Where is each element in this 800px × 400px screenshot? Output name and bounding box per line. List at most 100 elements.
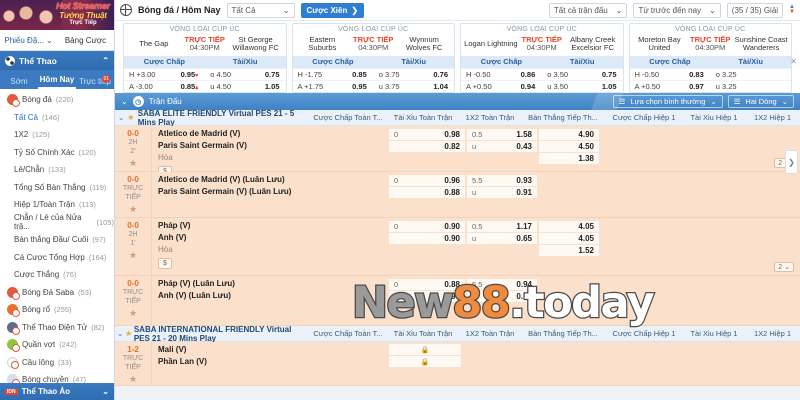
odds-cell[interactable]: 0 0.88: [389, 278, 465, 290]
sidebar-item-le-chan[interactable]: Lẻ/Chẵn (133): [0, 161, 114, 179]
parlay-button[interactable]: Cược Xiên ❯: [300, 2, 365, 18]
filter-all-select[interactable]: Tất Cả ⌄: [226, 2, 295, 18]
odds-cell[interactable]: u 0.90: [467, 290, 537, 302]
odds-cell[interactable]: u 0.91: [467, 186, 537, 198]
card-handicap-odds: 0.95: [180, 69, 196, 79]
odds-cell[interactable]: 0.88: [389, 186, 465, 198]
sidebar-item-cuoc-thang[interactable]: Cược Thắng (76): [0, 266, 114, 284]
match-card[interactable]: VÒNG LOẠI CÚP ÚC Moreton Bay United TRỰC…: [628, 23, 792, 93]
favorite-star-icon[interactable]: ★: [128, 158, 138, 168]
odds-cell[interactable]: 4.05: [539, 220, 599, 232]
sidebar-item-bong-da-saba[interactable]: Bóng Đá Saba (53): [0, 284, 114, 302]
sort-updown-icon[interactable]: ▲ ▼: [789, 4, 795, 15]
odds-count-select[interactable]: 2 ⌄: [774, 262, 794, 272]
card-odds-row[interactable]: H +3.00 0.95▾ o 4.50 0.75: [124, 67, 286, 80]
odds-cell[interactable]: 4.05: [539, 232, 599, 244]
card-handicap-line: A +0.50: [634, 81, 661, 91]
match-filter-select[interactable]: Tất cả trận đấu ⌄: [548, 2, 628, 18]
sidebar-item-hiep-1-toan-tran[interactable]: Hiệp 1/Toàn Trận (113): [0, 196, 114, 214]
card-odds-row[interactable]: H -0.50 0.86 o 3.50 0.75: [461, 67, 623, 80]
odds-cell[interactable]: 5.5 0.94: [467, 278, 537, 290]
tab-som[interactable]: Sớm: [0, 77, 38, 89]
table-row[interactable]: 0-0 2H 1' ★ Pháp (V) Anh (V) Hòa $ 0 0.90…: [115, 218, 800, 276]
odds-cell[interactable]: 0.90: [389, 232, 465, 244]
card-odds-row[interactable]: A +1.75 0.95 u 3.75 1.04: [292, 79, 454, 92]
table-row[interactable]: 0-0 2H 2' ★ Atletico de Madrid (V) Paris…: [115, 126, 800, 177]
sidebar-item-ban-thang-dau-cuoi[interactable]: Bàn thắng Đầu/ Cuối (97): [0, 231, 114, 249]
odds-cell[interactable]: u 0.43: [467, 140, 537, 152]
league-header-row[interactable]: ⌄ ★ SABA ELITE FRIENDLY Virtual PES 21 -…: [115, 109, 800, 127]
sidebar-item-chan-le-nua-tran[interactable]: Chẵn / Lẻ của Nửa trậ... (105): [0, 213, 114, 231]
card-over-line: o 3.75: [378, 69, 400, 79]
sidebar-item-1x2[interactable]: 1X2 (125): [0, 126, 114, 144]
odds-cell[interactable]: 0.82: [389, 140, 465, 152]
tab-truc-tiep[interactable]: Trực tiếp 91: [76, 76, 114, 89]
promo-banner[interactable]: Hot Streamer Tường Thuật Trực Tiếp: [0, 0, 114, 30]
favorite-star-icon[interactable]: ★: [128, 204, 138, 214]
odds-cell[interactable]: 0 0.96: [389, 174, 465, 186]
odds-cell[interactable]: 0 0.90: [389, 220, 465, 232]
card-odds-row[interactable]: A -3.00 0.85▴ u 4.50 1.05: [124, 79, 286, 92]
league-header-row[interactable]: ⌄ ★ SABA INTERNATIONAL FRIENDLY Virtual …: [115, 325, 800, 343]
carousel-next-button[interactable]: ❯: [785, 150, 798, 174]
chevron-down-icon[interactable]: ⌄: [121, 97, 128, 106]
table-row[interactable]: 1-2 TRỰC TIẾP ★ Mali (V) Phần Lan (V) 🔒 …: [115, 342, 800, 386]
match-card[interactable]: VÒNG LOẠI CÚP ÚC Logan Lightning TRỰC TI…: [460, 23, 624, 93]
match-card[interactable]: VÒNG LOẠI CÚP ÚC The Gap TRỰC TIẾP 04:30…: [123, 23, 287, 93]
tab-hom-nay[interactable]: Hôm Nay: [38, 75, 76, 89]
handicap-away-odds: 0.88: [444, 187, 460, 197]
favorite-star-icon[interactable]: ★: [127, 113, 135, 122]
sidebar-item-the-thao-dien-tu[interactable]: Thể Thao Điện Tử (82): [0, 319, 114, 337]
odds-cell[interactable]: 5.5 0.93: [467, 174, 537, 186]
sports-header[interactable]: Thể Thao ⌃: [0, 51, 114, 70]
favorite-star-icon[interactable]: ★: [128, 308, 138, 318]
odds-cell[interactable]: 4.50: [539, 140, 599, 152]
odds-handicap-ft: 🔒 🔒: [389, 342, 467, 385]
chevron-up-icon[interactable]: ⌃: [102, 56, 109, 65]
sidebar-item-cau-long[interactable]: Cầu lông (33): [0, 354, 114, 372]
odds-cell[interactable]: 0.5 1.58: [467, 128, 537, 140]
odds-cell[interactable]: 0.96: [389, 290, 465, 302]
bet-board-tab[interactable]: Bảng Cược: [57, 36, 114, 45]
sidebar-item-tong-so-ban-thang[interactable]: Tổng Số Bàn Thắng (119): [0, 179, 114, 197]
table-row[interactable]: 0-0 TRỰC TIẾP ★ Atletico de Madrid (V) (…: [115, 172, 800, 218]
sidebar-item-tat-ca[interactable]: Tất Cả (146): [0, 109, 114, 127]
row-select[interactable]: ☰ Hai Dòng ⌄: [727, 95, 794, 108]
odds-ou-ft: 5.5 0.93 u 0.91: [467, 172, 539, 217]
chevron-down-icon[interactable]: ⌄: [117, 113, 125, 122]
tab-hom-nay-label: Hôm Nay: [39, 75, 75, 84]
favorite-star-icon[interactable]: ★: [128, 374, 138, 384]
odds-ou-ft: 0.5 1.58 u 0.43: [467, 126, 539, 171]
odds-cell[interactable]: 0 0.98: [389, 128, 465, 140]
favorite-star-icon[interactable]: ★: [125, 329, 133, 338]
chevron-down-icon[interactable]: ⌄: [102, 387, 109, 396]
sidebar-item-bong-ro[interactable]: Bóng rổ (255): [0, 301, 114, 319]
table-row[interactable]: 0-0 TRỰC TIẾP ★ Pháp (V) (Luân Lưu) Anh …: [115, 276, 800, 326]
sidebar-item-bong-chuyen[interactable]: Bóng chuyền (47): [0, 371, 114, 383]
virtual-sports-header[interactable]: IDN Thể Thao Ảo ⌄: [0, 383, 114, 400]
stake-button[interactable]: $: [158, 258, 172, 269]
chevron-down-icon[interactable]: ⌄: [116, 329, 124, 338]
odds-cell[interactable]: 0.5 1.17: [467, 220, 537, 232]
card-odds-row[interactable]: A +0.50 0.97 u 3.25: [629, 79, 791, 92]
sidebar-item-ca-cuoc-tong-hop[interactable]: Cá Cược Tổng Hợp (164): [0, 249, 114, 267]
bet-slip-tab[interactable]: Phiếu Đặ... ⌄: [0, 36, 57, 45]
odds-cell[interactable]: u 0.65: [467, 232, 537, 244]
match-score: 0-0: [127, 129, 139, 138]
sidebar-item-ty-so-chinh-xac[interactable]: Tỷ Số Chính Xác (120): [0, 144, 114, 162]
odds-cell[interactable]: 1.38: [539, 152, 599, 164]
time-filter-select[interactable]: Từ trước đến nay ⌄: [633, 2, 721, 18]
card-odds-row[interactable]: H -0.50 0.83 o 3.25: [629, 67, 791, 80]
close-icon[interactable]: ✕: [790, 57, 797, 66]
view-select[interactable]: ☰ Lựa chọn bình thường ⌄: [612, 95, 723, 108]
card-col-overunder: Tài/Xỉu: [569, 57, 595, 67]
match-teams: Pháp (V) (Luân Lưu) Anh (V) (Luân Lưu): [151, 276, 389, 325]
card-odds-row[interactable]: A +0.50 0.94 u 3.50 1.05: [461, 79, 623, 92]
odds-cell[interactable]: 1.52: [539, 244, 599, 256]
sidebar-item-bong-da[interactable]: Bóng đá (220): [0, 91, 114, 109]
favorite-star-icon[interactable]: ★: [128, 250, 138, 260]
sidebar-item-quan-vot[interactable]: Quần vợt (242): [0, 336, 114, 354]
card-odds-row[interactable]: H -1.75 0.85 o 3.75 0.76: [292, 67, 454, 80]
odds-cell[interactable]: 4.90: [539, 128, 599, 140]
match-card[interactable]: VÒNG LOẠI CÚP ÚC Eastern Suburbs TRỰC TI…: [291, 23, 455, 93]
